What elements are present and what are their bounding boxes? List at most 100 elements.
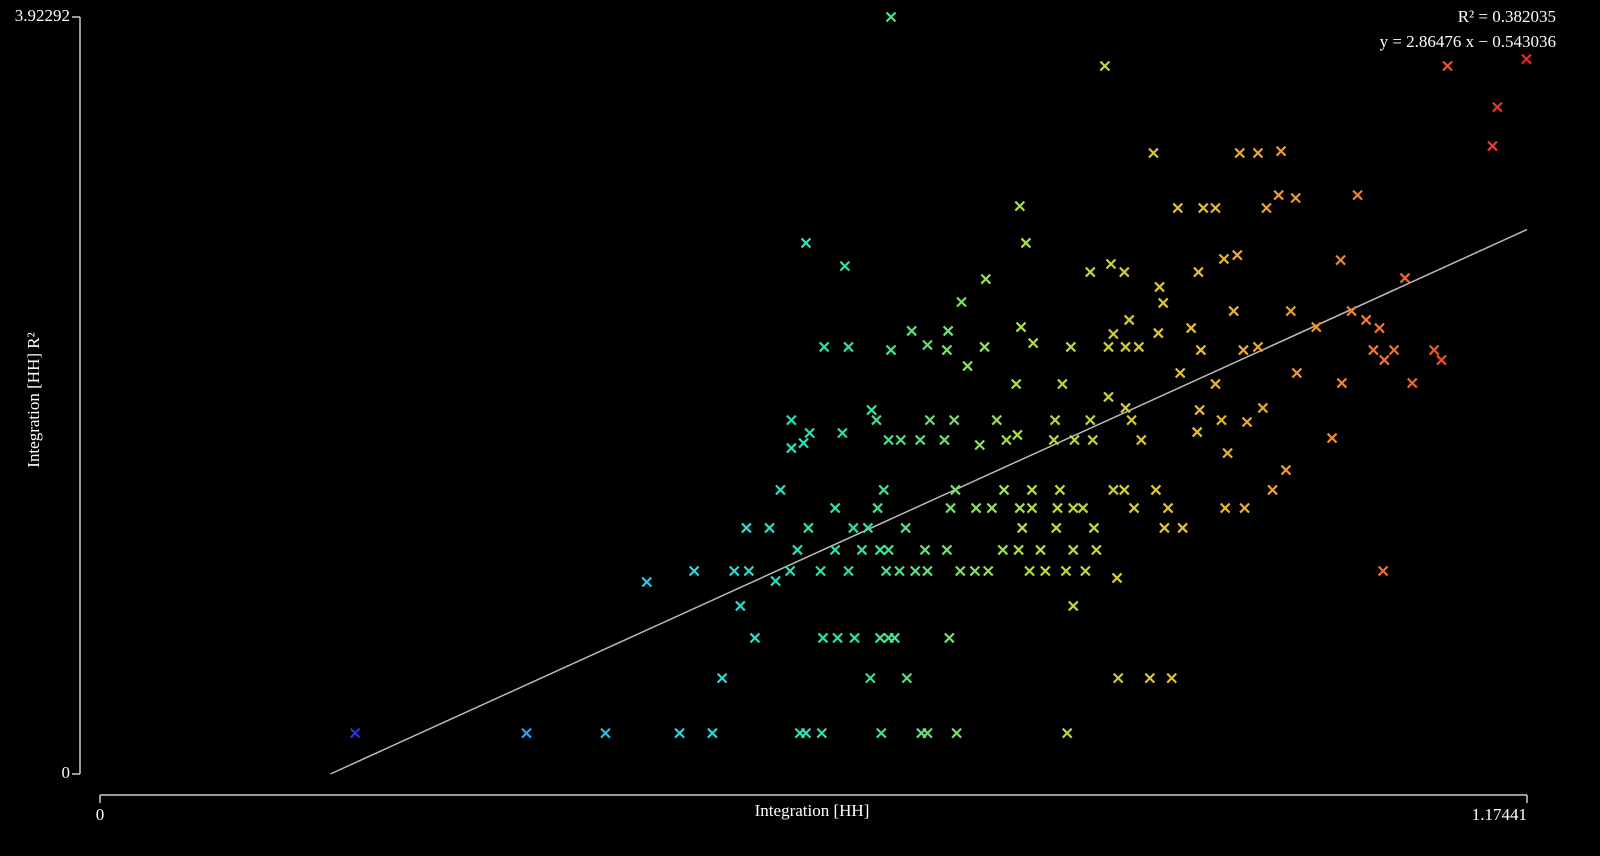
point [1027, 337, 1039, 349]
point [1218, 253, 1230, 265]
point [1024, 565, 1035, 577]
point [1352, 189, 1363, 201]
point [1052, 502, 1063, 514]
point [1016, 522, 1028, 534]
x-tick-label: 1.17441 [1472, 805, 1527, 824]
point [1326, 432, 1338, 444]
point [1232, 249, 1243, 261]
point [942, 325, 954, 337]
x-tick-label: 0 [96, 805, 105, 824]
point [1126, 414, 1137, 426]
point [1285, 305, 1297, 317]
point [956, 296, 967, 308]
y-tick-label: 0 [62, 763, 71, 782]
point [876, 727, 887, 739]
y-axis-label: Integration [HH] R² [24, 332, 43, 467]
point [1290, 192, 1301, 204]
point [1150, 484, 1162, 496]
point [1379, 354, 1390, 366]
point [1088, 522, 1100, 534]
point [1174, 367, 1186, 379]
point [1335, 254, 1346, 266]
point [1035, 544, 1046, 556]
point [998, 484, 1010, 496]
point [775, 484, 786, 496]
point [818, 341, 830, 353]
point [1020, 237, 1032, 249]
point [1108, 484, 1119, 496]
point [1388, 344, 1400, 356]
point [980, 273, 992, 285]
point [1219, 502, 1231, 514]
point [922, 339, 933, 351]
point [848, 522, 859, 534]
point [1080, 565, 1091, 577]
point [1159, 522, 1170, 534]
point [1128, 502, 1140, 514]
point [1377, 565, 1389, 577]
point [945, 502, 956, 514]
point [874, 544, 886, 556]
point [1275, 145, 1287, 157]
point [1521, 53, 1532, 65]
point [1195, 344, 1207, 356]
point [1148, 147, 1159, 159]
point [1068, 502, 1079, 514]
point [1120, 341, 1131, 353]
point [843, 341, 854, 353]
point [1054, 484, 1066, 496]
point [707, 727, 718, 739]
point [1194, 404, 1205, 416]
point [922, 565, 933, 577]
point [874, 632, 886, 644]
point [1026, 502, 1038, 514]
point [1261, 202, 1272, 214]
point [939, 434, 950, 446]
point [1099, 60, 1111, 72]
fit-line [330, 228, 1528, 775]
point [817, 632, 829, 644]
point [885, 344, 897, 356]
point [948, 414, 960, 426]
point [1060, 565, 1072, 577]
point [1014, 200, 1026, 212]
point [979, 341, 990, 353]
point [849, 632, 860, 644]
point [786, 414, 797, 426]
point [878, 484, 890, 496]
fit-r2: R² = 0.382035 [1458, 7, 1556, 26]
point [798, 437, 809, 449]
point [1119, 266, 1130, 278]
point [1166, 672, 1177, 684]
point [1222, 447, 1233, 459]
point [1157, 297, 1169, 309]
point [1133, 341, 1145, 353]
point [1120, 402, 1131, 414]
point [349, 727, 361, 739]
point [924, 414, 936, 426]
point [919, 544, 931, 556]
point [1210, 378, 1221, 390]
point [941, 344, 953, 356]
point [974, 439, 985, 451]
point [1228, 305, 1239, 317]
point [950, 484, 961, 496]
point [1291, 367, 1303, 379]
point [1085, 266, 1096, 278]
point [688, 565, 700, 577]
point [1013, 544, 1024, 556]
point [521, 727, 532, 739]
point [1442, 60, 1453, 72]
point [970, 502, 982, 514]
point [843, 565, 854, 577]
y-tick-label: 3.92292 [15, 6, 70, 25]
point [1091, 544, 1102, 556]
point [914, 434, 926, 446]
point [866, 404, 877, 416]
point [883, 544, 894, 556]
point [1280, 464, 1292, 476]
point [906, 325, 917, 337]
point [1191, 426, 1203, 438]
point [1154, 281, 1165, 293]
